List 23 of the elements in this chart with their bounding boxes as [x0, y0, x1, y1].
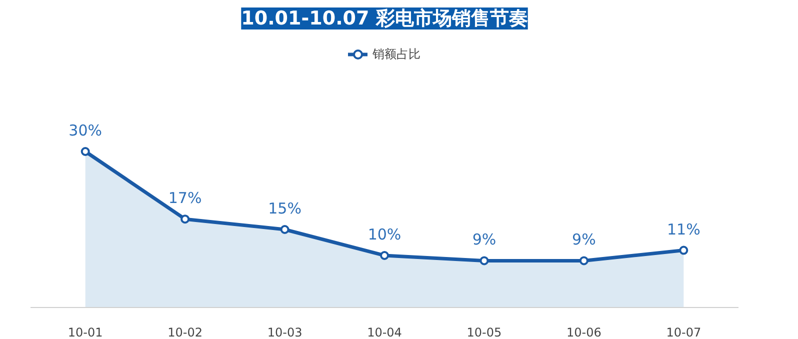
x-tick-label: 10-03 [267, 326, 302, 339]
x-tick-label: 10-01 [68, 326, 103, 339]
x-tick-label: 10-06 [566, 326, 602, 339]
x-tick-label: 10-05 [466, 326, 502, 339]
x-tick-label: 10-04 [367, 326, 402, 339]
x-tick-label: 10-02 [168, 326, 203, 339]
x-tick-label: 10-07 [666, 326, 702, 339]
point [579, 256, 588, 266]
data-label: 10% [368, 226, 402, 244]
data-label: 9% [472, 230, 496, 249]
chart-title: 10.01-10.07 彩电市场销售节奏 [241, 8, 528, 30]
point [380, 251, 389, 260]
data-label: 11% [666, 220, 700, 238]
data-label: 17% [168, 189, 202, 208]
point [180, 214, 190, 224]
point [80, 147, 90, 156]
point [679, 246, 688, 255]
point [480, 256, 489, 266]
point [280, 225, 290, 234]
data-label: 9% [572, 230, 596, 249]
data-label: 15% [268, 200, 302, 218]
data-label: 30% [68, 122, 102, 140]
legend-label: 销额占比 [372, 46, 420, 62]
